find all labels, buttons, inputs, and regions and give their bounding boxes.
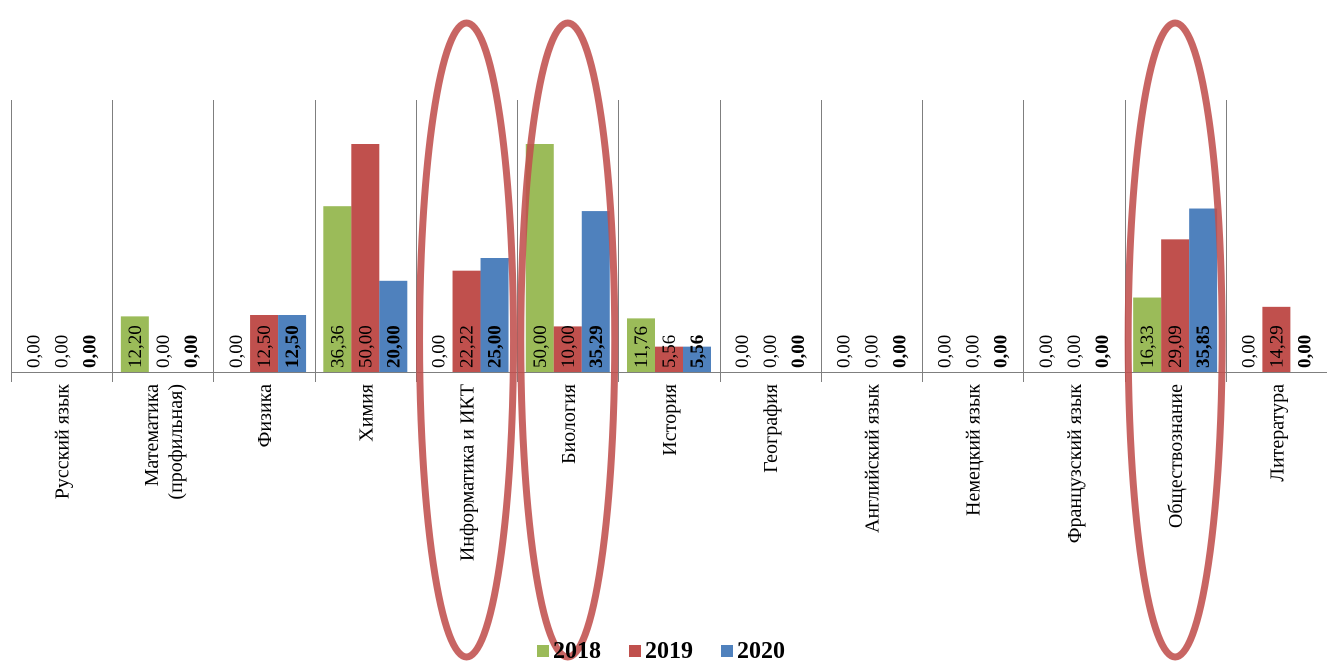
data-label-2019: 22,22: [457, 325, 478, 368]
bar-2019: [1161, 239, 1190, 372]
bar-2020: [480, 258, 509, 372]
category-label: Английский язык: [861, 384, 883, 533]
bar-2020: [1189, 208, 1218, 372]
legend: 2018 2019 2020: [537, 638, 785, 664]
bar-2018: [627, 318, 655, 372]
data-label-2018: 0,00: [935, 335, 956, 368]
data-label-2020: 0,00: [991, 335, 1012, 368]
data-label-2018: 0,00: [1238, 335, 1259, 368]
category-label: Математика: [141, 384, 163, 486]
bar-2020: [379, 280, 408, 372]
data-label-2019: 0,00: [760, 335, 781, 368]
data-label-2019: 0,00: [52, 335, 73, 368]
category-label: Русский язык: [52, 384, 74, 500]
legend-label-2020: 2020: [737, 638, 785, 664]
bar-2019: [452, 270, 481, 372]
data-label-2018: 50,00: [530, 325, 551, 368]
data-label-2019: 0,00: [153, 335, 174, 368]
highlight-ellipse: [1124, 19, 1226, 661]
data-label-2020: 20,00: [383, 325, 404, 368]
category-labels: Русский язык Математика (профильная) Физика…: [52, 384, 1289, 561]
bar-2020: [278, 315, 307, 372]
category-label: (профильная): [165, 384, 187, 500]
legend-label-2018: 2018: [553, 638, 601, 664]
highlight-ellipse: [416, 19, 518, 661]
bar-2020: [683, 346, 711, 372]
data-label-2019: 12,50: [254, 325, 275, 368]
data-label-2019: 0,00: [861, 335, 882, 368]
data-label-2018: 0,00: [732, 335, 753, 368]
category-label: География: [760, 384, 782, 473]
bar-2019: [250, 315, 279, 372]
bar-2019: [1262, 306, 1291, 372]
data-label-2019: 5,56: [659, 335, 680, 368]
legend-swatch-2018: [537, 645, 549, 657]
data-label-2018: 0,00: [833, 335, 854, 368]
data-label-2018: 12,20: [125, 325, 146, 368]
category-label: Химия: [355, 384, 377, 442]
legend-swatch-2019: [629, 645, 641, 657]
data-label-2020: 0,00: [1092, 335, 1113, 368]
data-label-2020: 0,00: [1294, 335, 1315, 368]
data-label-2020: 5,56: [687, 335, 708, 368]
data-label-2020: 0,00: [889, 335, 910, 368]
bar-2018: [120, 316, 149, 372]
bars: [120, 144, 1291, 372]
legend-label-2019: 2019: [645, 638, 693, 664]
category-label: Литература: [1266, 384, 1288, 482]
category-label: Информатика и ИКТ: [457, 384, 479, 561]
data-label-2019: 0,00: [1064, 335, 1085, 368]
category-label: Немецкий язык: [963, 384, 985, 516]
highlight-ellipse: [517, 19, 619, 661]
data-label-2019: 10,00: [558, 325, 579, 368]
data-label-2019: 0,00: [963, 335, 984, 368]
data-label-2018: 11,76: [631, 326, 652, 368]
bar-2018: [323, 206, 352, 372]
data-label-2020: 0,00: [80, 335, 101, 368]
data-label-2018: 0,00: [429, 335, 450, 368]
data-label-2019: 50,00: [355, 325, 376, 368]
category-label: Обществознание: [1165, 384, 1187, 528]
data-label-2019: 29,09: [1165, 325, 1186, 368]
bar-2020: [581, 211, 610, 372]
category-dividers: [11, 100, 1227, 382]
data-label-2020: 0,00: [181, 335, 202, 368]
data-label-2020: 35,29: [586, 325, 607, 368]
bar-2019: [655, 346, 683, 372]
category-label: Биология: [558, 384, 580, 464]
data-label-2020: 0,00: [788, 335, 809, 368]
category-label: Французский язык: [1064, 384, 1086, 544]
data-label-2019: 14,29: [1266, 325, 1287, 368]
highlight-ellipses: [416, 19, 1226, 661]
data-label-2018: 0,00: [1036, 335, 1057, 368]
bar-2018: [1133, 297, 1162, 372]
data-label-2018: 0,00: [24, 335, 45, 368]
legend-swatch-2020: [721, 645, 733, 657]
data-labels: 0,00 0,00 0,00 12,20 0,00 0,00 0,00 12,50 12,50 3…: [24, 325, 1316, 368]
data-label-2020: 25,00: [485, 325, 506, 368]
category-label: История: [659, 384, 681, 456]
data-label-2018: 36,36: [327, 325, 348, 368]
data-label-2018: 0,00: [226, 335, 247, 368]
bar-2019: [351, 144, 380, 372]
category-label: Физика: [254, 384, 276, 448]
data-label-2020: 35,85: [1193, 325, 1214, 368]
data-label-2018: 16,33: [1137, 325, 1158, 368]
data-label-2020: 12,50: [282, 325, 303, 368]
bar-2018: [525, 144, 554, 372]
bar-2019: [553, 326, 582, 372]
